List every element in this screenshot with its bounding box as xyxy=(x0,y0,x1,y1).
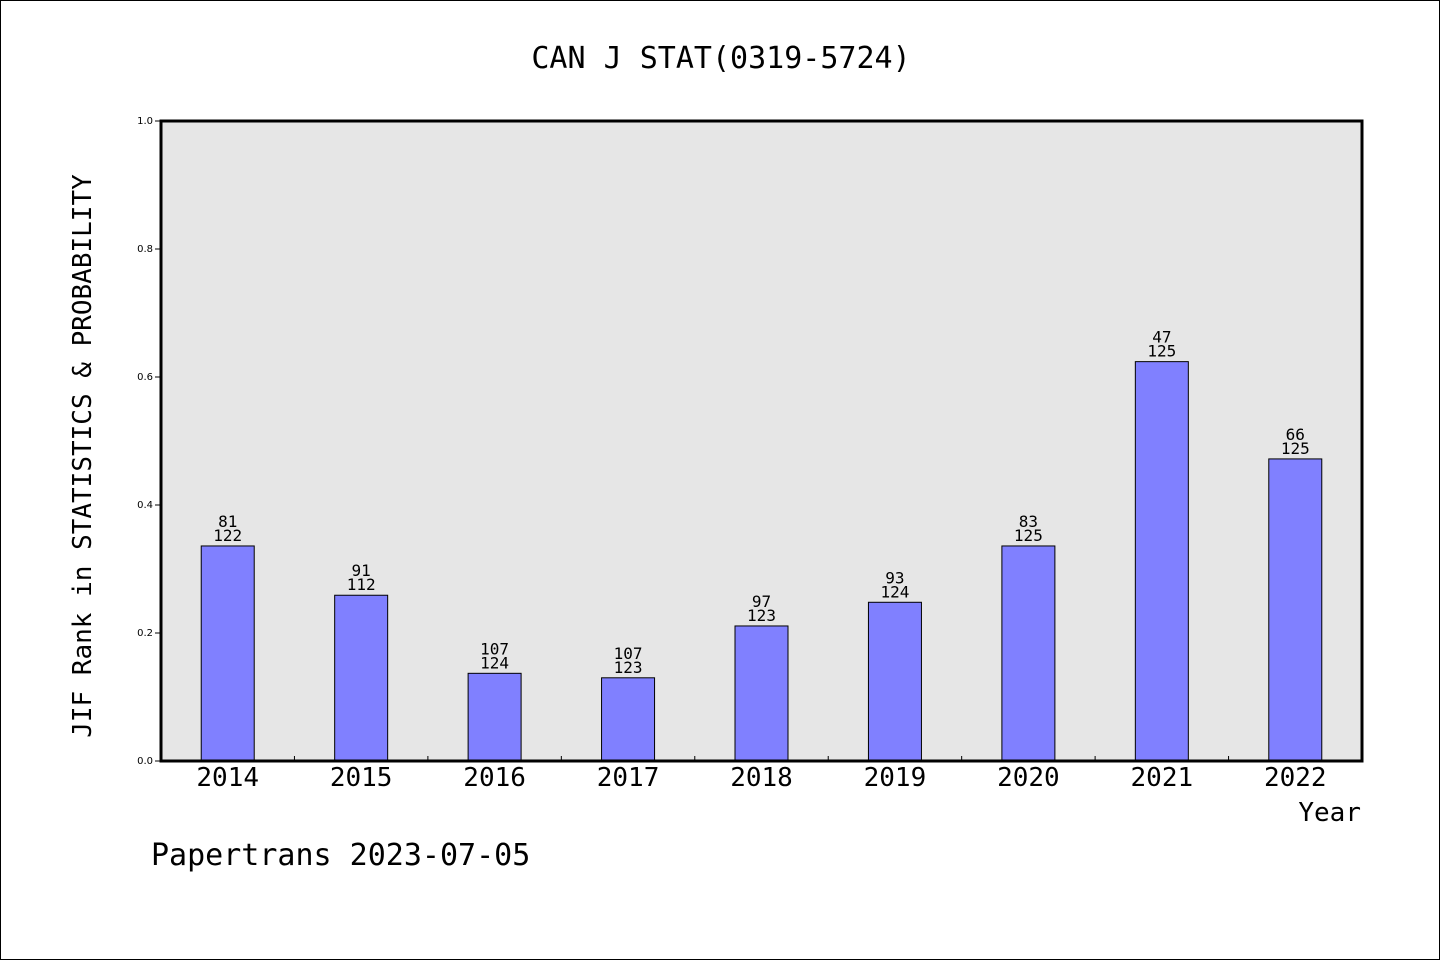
bars-group: 8112291112107124107123971239312483125471… xyxy=(200,328,1323,762)
bar-label-rank-2021: 47 xyxy=(1152,328,1171,347)
bar-2018 xyxy=(734,625,789,762)
bar-label-total-2021: 125 xyxy=(1147,342,1176,361)
x-tick-label-2014: 2014 xyxy=(196,763,259,793)
y-tick-label-0.6: 0.6 xyxy=(137,372,153,383)
bar-2020 xyxy=(1001,545,1056,762)
bar-2015 xyxy=(334,594,389,762)
bar-label-rank-2017: 107 xyxy=(614,644,643,663)
bar-2016 xyxy=(467,672,522,762)
bar-label-rank-2015: 91 xyxy=(352,561,371,580)
x-tick-label-2015: 2015 xyxy=(330,763,393,793)
bar-2017 xyxy=(601,677,656,762)
bar-label-total-2019: 124 xyxy=(880,582,909,601)
bar-label-total-2020: 125 xyxy=(1014,526,1043,545)
x-tick-label-2019: 2019 xyxy=(864,763,927,793)
y-tick-label-1.0: 1.0 xyxy=(137,116,153,127)
bar-label-total-2022: 125 xyxy=(1281,439,1310,458)
bar-2022 xyxy=(1268,458,1323,762)
y-tick-label-0.2: 0.2 xyxy=(137,628,153,639)
bar-2014 xyxy=(200,545,255,762)
bar-label-total-2014: 122 xyxy=(213,526,242,545)
footer-credit: Papertrans 2023-07-05 xyxy=(151,838,530,873)
x-tick-label-2016: 2016 xyxy=(463,763,526,793)
x-tick-label-2022: 2022 xyxy=(1264,763,1327,793)
bar-label-total-2018: 123 xyxy=(747,606,776,625)
bar-label-rank-2016: 107 xyxy=(480,639,509,658)
y-tick-label-0.8: 0.8 xyxy=(137,244,153,255)
bar-label-rank-2020: 83 xyxy=(1019,512,1038,531)
x-tick-label-2020: 2020 xyxy=(997,763,1060,793)
y-tick-label-0.4: 0.4 xyxy=(137,500,153,511)
bar-label-total-2016: 124 xyxy=(480,653,509,672)
bar-2019 xyxy=(867,601,922,762)
y-tick-label-0.0: 0.0 xyxy=(137,756,153,767)
bar-label-rank-2014: 81 xyxy=(218,512,237,531)
chart-title: CAN J STAT(0319-5724) xyxy=(531,41,910,76)
y-axis-label: JIF Rank in STATISTICS & PROBABILITY xyxy=(68,174,98,738)
bar-label-rank-2019: 93 xyxy=(885,568,904,587)
bar-label-total-2017: 123 xyxy=(614,658,643,677)
bar-label-rank-2018: 97 xyxy=(752,592,771,611)
plot-border xyxy=(159,119,1364,763)
x-tick-label-2021: 2021 xyxy=(1131,763,1194,793)
bar-label-total-2015: 112 xyxy=(347,575,376,594)
bar-2021 xyxy=(1134,361,1189,762)
x-tick-label-2018: 2018 xyxy=(730,763,793,793)
bar-label-rank-2022: 66 xyxy=(1286,425,1305,444)
ticks-group: 2014 2015 2016 2017 2018 2019 2020 2021 2022 0.0 0… xyxy=(137,116,1326,793)
x-axis-label: Year xyxy=(1298,798,1361,828)
x-tick-label-2017: 2017 xyxy=(597,763,660,793)
